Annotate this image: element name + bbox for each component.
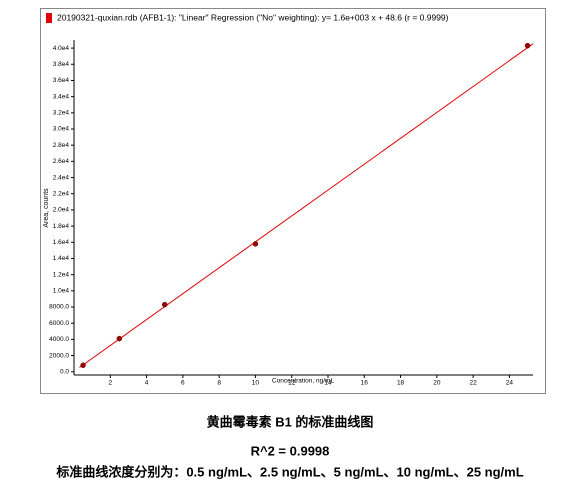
x-axis-label: Concentration, ng/mL	[272, 378, 335, 385]
x-tick-label: 16	[361, 380, 369, 387]
y-tick-label: 0.0	[60, 368, 69, 375]
y-tick-label: 3.0e4	[53, 126, 70, 133]
x-tick-label: 2	[108, 380, 112, 387]
caption-r2: R^2 = 0.9998	[251, 443, 330, 458]
legend-swatch	[46, 13, 52, 23]
y-tick-label: 2.2e4	[53, 190, 70, 197]
caption-concentrations: 标准曲线浓度分别为：0.5 ng/mL、2.5 ng/mL、5 ng/mL、10…	[55, 464, 523, 479]
y-tick-label: 3.4e4	[53, 93, 70, 100]
x-tick-label: 18	[397, 380, 405, 387]
y-tick-label: 1.0e4	[53, 288, 70, 295]
data-point	[252, 241, 259, 247]
y-tick-label: 4000.0	[49, 336, 69, 343]
y-tick-label: 8000.0	[49, 304, 69, 311]
y-tick-label: 1.6e4	[53, 239, 70, 246]
x-tick-label: 22	[470, 380, 478, 387]
chart-frame	[40, 8, 546, 394]
y-tick-label: 3.8e4	[53, 61, 70, 68]
data-point	[80, 362, 86, 369]
x-tick-label: 14	[324, 380, 332, 387]
y-axis-label: Area, counts	[43, 188, 50, 228]
data-point	[116, 335, 123, 342]
y-tick-label: 2.0e4	[53, 207, 70, 214]
y-tick-label: 1.2e4	[53, 271, 70, 278]
y-tick-label: 3.6e4	[53, 77, 70, 84]
x-tick-label: 20	[433, 380, 441, 387]
data-point	[524, 42, 531, 49]
y-tick-label: 1.8e4	[53, 223, 70, 230]
x-tick-label: 4	[145, 380, 149, 387]
y-tick-label: 4.0e4	[53, 45, 70, 52]
data-point	[161, 301, 168, 308]
y-tick-label: 2.4e4	[53, 174, 70, 181]
y-tick-label: 2.8e4	[53, 142, 70, 149]
x-tick-label: 6	[181, 380, 185, 387]
y-tick-label: 3.2e4	[53, 110, 70, 117]
x-tick-label: 24	[506, 380, 514, 387]
y-tick-label: 1.4e4	[53, 255, 70, 262]
y-tick-label: 6000.0	[49, 320, 69, 327]
y-tick-label: 2000.0	[49, 352, 69, 359]
legend-text: 20190321-quxian.rdb (AFB1-1): "Linear" R…	[57, 12, 449, 22]
y-tick-label: 2.6e4	[53, 158, 70, 165]
regression-line	[79, 43, 534, 368]
caption-title: 黄曲霉毒素 B1 的标准曲线图	[207, 414, 374, 429]
x-tick-label: 8	[217, 380, 221, 387]
x-tick-label: 12	[288, 380, 296, 387]
x-tick-label: 10	[252, 380, 260, 387]
